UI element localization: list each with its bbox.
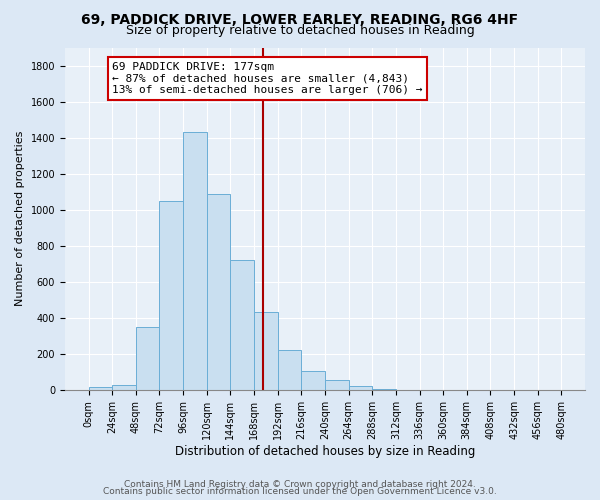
Text: Contains HM Land Registry data © Crown copyright and database right 2024.: Contains HM Land Registry data © Crown c…	[124, 480, 476, 489]
Bar	[301, 371, 325, 390]
Bar	[183, 132, 207, 390]
Bar	[325, 380, 349, 390]
Bar	[89, 388, 112, 390]
Bar	[207, 194, 230, 390]
Bar	[278, 350, 301, 390]
Bar	[254, 312, 278, 390]
X-axis label: Distribution of detached houses by size in Reading: Distribution of detached houses by size …	[175, 444, 475, 458]
Text: Size of property relative to detached houses in Reading: Size of property relative to detached ho…	[125, 24, 475, 37]
Y-axis label: Number of detached properties: Number of detached properties	[15, 131, 25, 306]
Bar	[112, 384, 136, 390]
Bar	[160, 200, 183, 390]
Bar	[372, 389, 396, 390]
Bar	[349, 386, 372, 390]
Bar	[136, 327, 160, 390]
Text: 69, PADDICK DRIVE, LOWER EARLEY, READING, RG6 4HF: 69, PADDICK DRIVE, LOWER EARLEY, READING…	[82, 12, 518, 26]
Text: 69 PADDICK DRIVE: 177sqm
← 87% of detached houses are smaller (4,843)
13% of sem: 69 PADDICK DRIVE: 177sqm ← 87% of detach…	[112, 62, 422, 95]
Bar	[230, 260, 254, 390]
Text: Contains public sector information licensed under the Open Government Licence v3: Contains public sector information licen…	[103, 488, 497, 496]
